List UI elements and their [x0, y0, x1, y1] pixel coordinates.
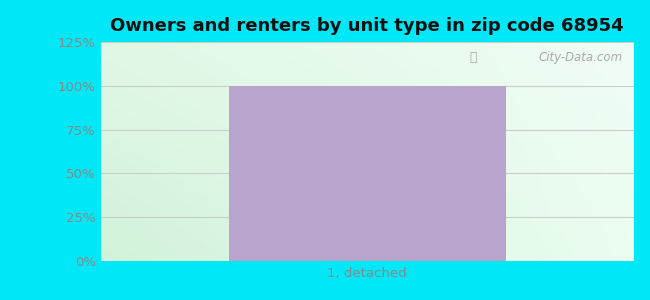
Text: City-Data.com: City-Data.com	[539, 51, 623, 64]
Text: ⓘ: ⓘ	[469, 51, 476, 64]
Bar	[229, 86, 506, 261]
Title: Owners and renters by unit type in zip code 68954: Owners and renters by unit type in zip c…	[111, 17, 624, 35]
